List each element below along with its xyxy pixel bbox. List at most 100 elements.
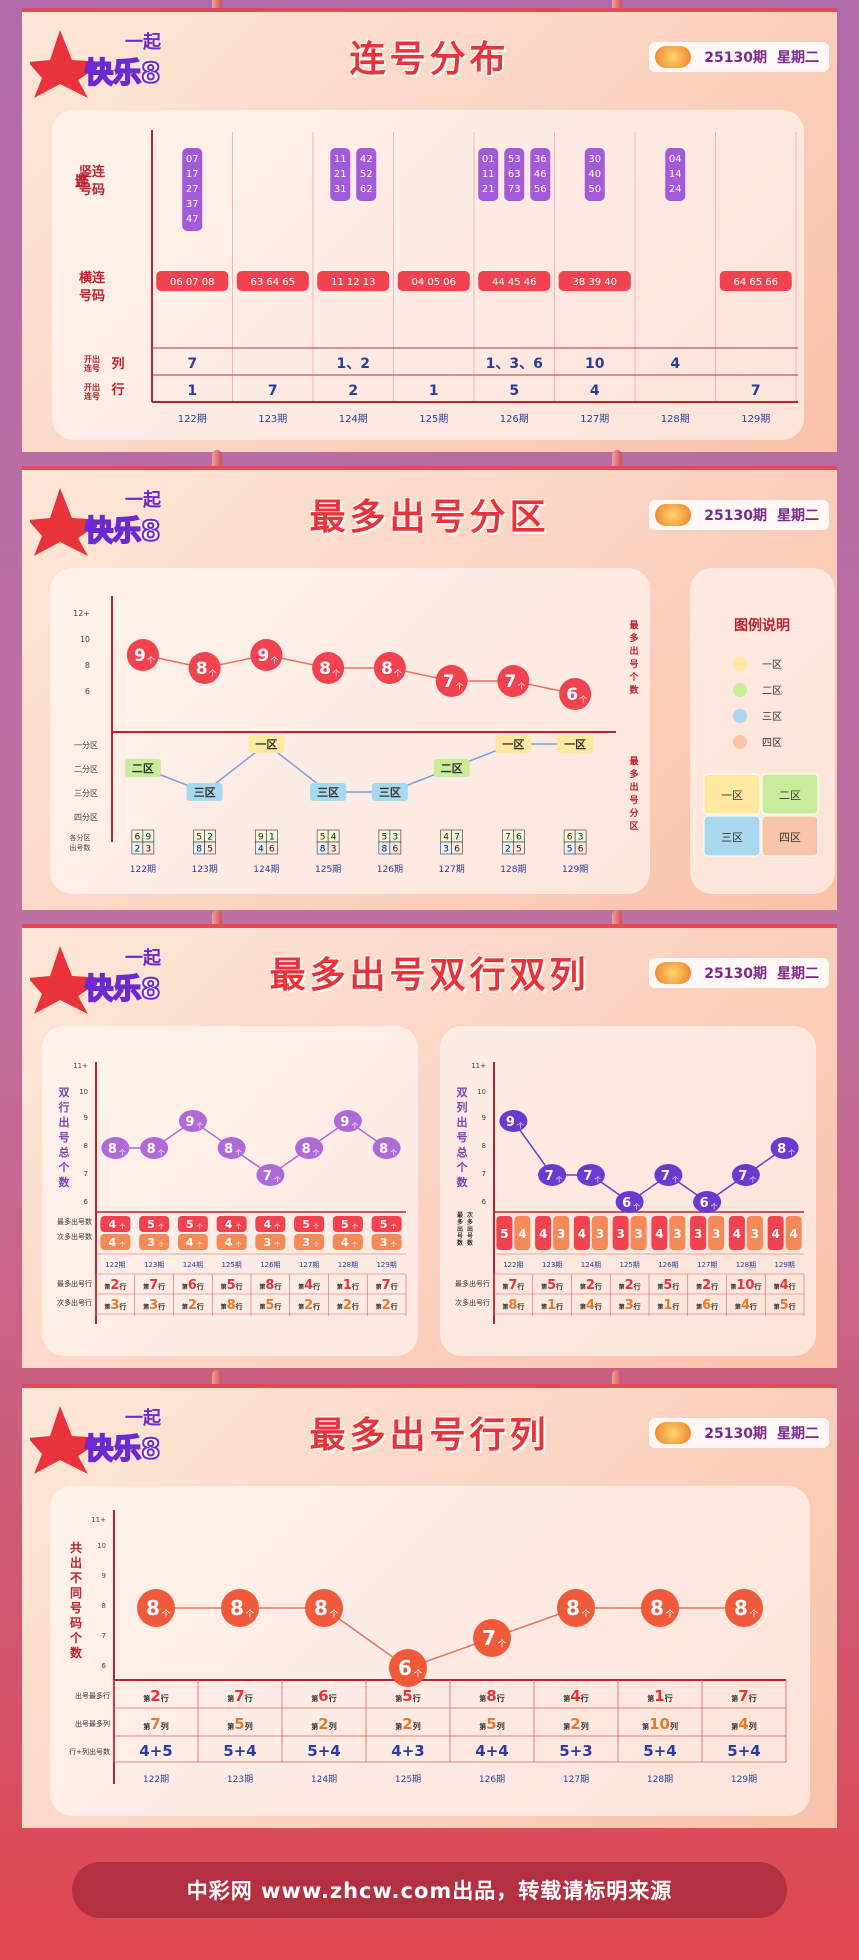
zone-count: 3	[578, 833, 584, 843]
second-unit: 个	[391, 1242, 397, 1249]
sum-value: 4+4	[475, 1742, 508, 1760]
most-box	[255, 1216, 286, 1232]
vertical-group	[330, 148, 351, 201]
period-label: 128期	[661, 413, 690, 425]
second-box	[177, 1234, 208, 1250]
count-label: 8	[381, 659, 393, 679]
panel-double: 一起 快乐8 最多出号双行双列 25130期 星期二 11+ 10 9 8 7 6 双行出号…	[22, 924, 837, 1368]
y-tick: 6	[85, 687, 90, 696]
second-value: 3	[634, 1227, 642, 1241]
horizontal-group	[236, 271, 309, 291]
y-tick: 7	[102, 1632, 106, 1640]
row-label: 多	[467, 1218, 473, 1226]
zone-box	[124, 759, 161, 777]
most-box	[177, 1216, 208, 1232]
count-point	[126, 639, 159, 671]
zone-count: 5	[516, 845, 522, 855]
total-label: 8	[224, 1142, 233, 1157]
count-unit: 个	[147, 656, 155, 665]
brand-logo: 一起 快乐8	[30, 30, 162, 98]
second-row: 第1行	[656, 1298, 679, 1313]
zone-count: 4	[258, 845, 264, 855]
count-point	[188, 652, 221, 684]
horizontal-group	[719, 271, 792, 291]
most-row: 第6行	[181, 1278, 204, 1293]
total-label: 9	[506, 1115, 515, 1130]
issue-badge: 25130期 星期二	[649, 1418, 829, 1448]
second-row: 第2行	[336, 1298, 359, 1313]
most-box	[535, 1216, 552, 1250]
zone-count-cell	[513, 841, 525, 855]
right-label: 号	[629, 659, 638, 670]
column-value: 1、2	[337, 356, 370, 372]
vertical-number: 53	[508, 154, 521, 165]
panel-rowcol: 一起 快乐8 最多出号行列 25130期 星期二 11+ 10 9 8 7 6 共出不同号码…	[22, 1384, 837, 1828]
horizontal-group	[397, 271, 470, 291]
axis-label: 共	[70, 1540, 82, 1555]
most-value: 4	[771, 1227, 779, 1241]
axis-label: 号	[59, 1131, 70, 1144]
zone-count: 7	[454, 833, 460, 843]
second-row: 第1行	[540, 1298, 563, 1313]
total-label: 8	[379, 1142, 388, 1157]
total-label: 7	[661, 1169, 670, 1184]
most-row: 第1行	[336, 1278, 359, 1293]
second-value: 4	[109, 1236, 117, 1249]
count-label: 8	[196, 659, 208, 679]
sum-value: 4+3	[391, 1742, 424, 1760]
second-value: 3	[147, 1236, 155, 1249]
zone-box	[557, 735, 594, 753]
total-point	[217, 1137, 246, 1159]
vertical-number: 07	[186, 154, 199, 165]
most-unit: 个	[313, 1224, 319, 1231]
count-unit: 个	[270, 656, 278, 665]
total-point	[256, 1164, 285, 1186]
count-unit: 个	[456, 682, 464, 691]
zone-label: 一区	[255, 738, 277, 751]
zone-tick: 三分区	[74, 789, 98, 798]
zone-count: 5	[320, 833, 326, 843]
legend-item: 二区	[762, 685, 782, 697]
most-value: 5	[147, 1218, 155, 1231]
most-row: 第7行	[227, 1687, 252, 1705]
most-row: 第2行	[695, 1278, 718, 1293]
axis-label: 同	[70, 1586, 82, 1600]
panel-title: 最多出号分区	[309, 497, 550, 538]
hanger-hook	[612, 910, 622, 936]
panel-zones: 一起 快乐8 最多出号分区 25130期 星期二 12+ 10 8 6 一分区 二分区 三分…	[22, 466, 837, 910]
total-point	[557, 1589, 595, 1627]
most-col: 第5列	[479, 1715, 504, 1733]
row-label: 连号	[84, 363, 100, 373]
most-value: 4	[539, 1227, 547, 1241]
period-label: 128期	[647, 1774, 673, 1785]
zone-count: 5	[207, 845, 213, 855]
most-box	[139, 1216, 170, 1232]
horizontal-number: 64 65 66	[733, 277, 778, 288]
total-label: 8	[734, 1596, 748, 1620]
most-unit: 个	[197, 1224, 203, 1231]
most-col: 第2列	[311, 1715, 336, 1733]
y-tick: 10	[79, 1088, 88, 1096]
period-label: 122期	[143, 1774, 169, 1785]
total-point	[576, 1164, 605, 1186]
total-point	[140, 1137, 169, 1159]
row-label: 最多出号数	[57, 1217, 92, 1226]
vertical-number: 42	[360, 154, 373, 165]
row-value: 7	[268, 383, 278, 399]
most-value: 4	[109, 1218, 117, 1231]
vertical-number: 21	[482, 184, 495, 195]
count-point	[312, 652, 345, 684]
total-point	[499, 1110, 528, 1132]
row-label: 列	[111, 356, 124, 372]
total-unit: 个	[517, 1122, 524, 1130]
vertical-number: 21	[334, 169, 347, 180]
y-tick: 11+	[471, 1062, 486, 1070]
logo-main-text: 快乐8	[85, 56, 160, 89]
most-value: 3	[616, 1227, 624, 1241]
y-tick: 10	[97, 1542, 106, 1550]
most-row: 第1行	[647, 1687, 672, 1705]
most-col: 第2列	[563, 1715, 588, 1733]
most-value: 4	[733, 1227, 741, 1241]
